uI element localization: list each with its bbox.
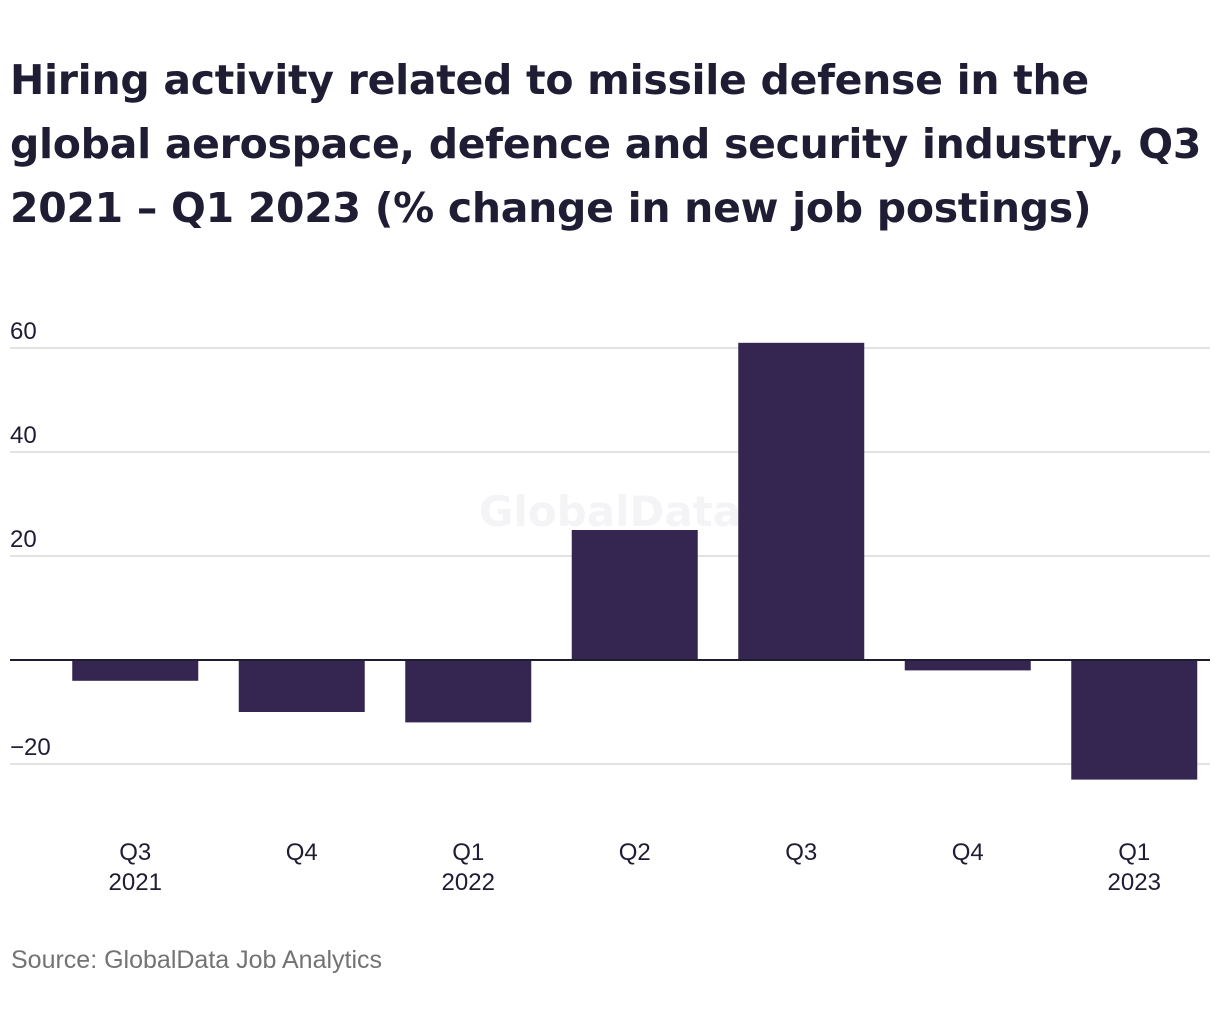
x-tick-label: Q1 <box>1118 839 1150 866</box>
x-tick-label: Q4 <box>286 839 318 866</box>
y-tick-label: 40 <box>10 422 37 449</box>
bar <box>571 530 698 660</box>
bar <box>1071 660 1198 780</box>
bar <box>904 660 1031 671</box>
bar <box>72 660 199 681</box>
bar <box>238 660 365 712</box>
source-note: Source: GlobalData Job Analytics <box>11 946 383 974</box>
y-tick-label: 60 <box>10 318 37 345</box>
y-tick-label: 20 <box>10 526 37 553</box>
chart-title: Hiring activity related to missile defen… <box>10 56 1202 232</box>
bar <box>738 342 865 660</box>
x-tick-year-label: 2021 <box>109 869 162 896</box>
x-tick-year-label: 2022 <box>442 869 495 896</box>
x-axis-labels: Q3 2021 Q4 Q1 2022 Q2 Q3 Q4 Q1 2023 <box>109 839 1161 896</box>
x-tick-label: Q3 <box>119 839 151 866</box>
y-tick-label: −20 <box>10 734 51 761</box>
globaldata-watermark: GlobalData <box>479 487 741 536</box>
x-tick-label: Q3 <box>785 839 817 866</box>
x-tick-label: Q1 <box>452 839 484 866</box>
x-tick-label: Q2 <box>619 839 651 866</box>
x-tick-year-label: 2023 <box>1108 869 1161 896</box>
bars <box>72 342 1198 780</box>
x-tick-label: Q4 <box>952 839 984 866</box>
bar <box>405 660 532 723</box>
